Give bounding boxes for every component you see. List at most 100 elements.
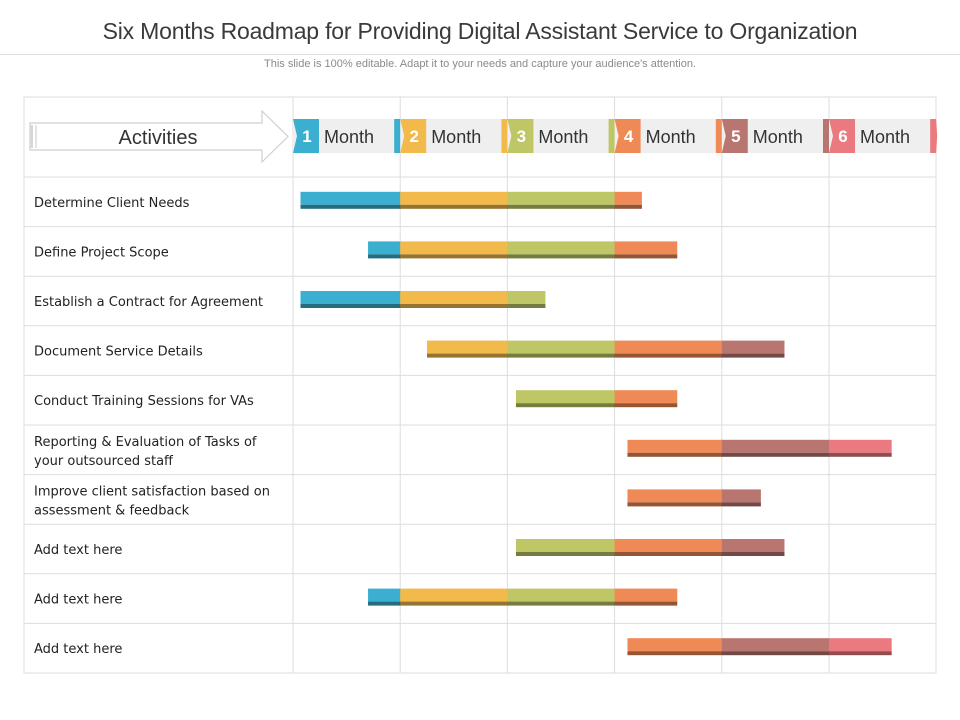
month-number-badge <box>293 119 319 153</box>
task-bar-segment <box>400 241 508 255</box>
month-tab-notch <box>823 119 830 153</box>
task-bar-shadow <box>507 204 616 209</box>
task-label: Add text here <box>34 593 122 608</box>
task-bar-shadow <box>300 304 401 308</box>
task-bar-segment <box>721 489 761 503</box>
task-bar-segment <box>507 241 616 255</box>
month-tab-notch <box>715 119 723 153</box>
task-bar-segment <box>721 539 785 552</box>
month-label: Month <box>538 127 588 147</box>
task-bar-shadow <box>829 651 892 656</box>
task-bar-segment <box>507 291 546 304</box>
task-bar-segment <box>627 439 723 453</box>
task-label: Document Service Details <box>34 345 203 360</box>
task-bar-shadow <box>507 601 616 606</box>
task-bar-shadow <box>515 552 616 556</box>
month-number: 3 <box>517 127 526 146</box>
activities-header: Activities <box>119 127 198 149</box>
task-bar-segment <box>627 638 723 652</box>
month-number-badge <box>721 119 748 153</box>
title-divider <box>0 54 960 55</box>
task-bar-segment <box>721 439 830 453</box>
activities-arrow-shape <box>29 109 289 164</box>
task-bar-shadow <box>614 403 678 408</box>
task-bar-segment <box>829 439 892 453</box>
task-bar-shadow <box>400 304 508 308</box>
task-bar-shadow <box>614 552 723 556</box>
task-bar-segment <box>614 241 678 255</box>
activities-arrow-stripe <box>30 125 33 148</box>
task-bar-segment <box>614 340 723 354</box>
task-bar-shadow <box>721 651 830 656</box>
task-label: Conduct Training Sessions for VAs <box>34 394 254 409</box>
task-label: Add text here <box>34 642 122 657</box>
task-bar-shadow <box>614 353 723 358</box>
task-bar-shadow <box>627 651 723 656</box>
task-bar-shadow <box>721 552 785 556</box>
task-bar-segment <box>400 191 508 205</box>
task-label-line: Reporting & Evaluation of Tasks of <box>34 435 257 450</box>
task-bar-segment <box>721 340 785 354</box>
month-number: 6 <box>838 127 847 146</box>
task-bar-segment <box>427 340 508 354</box>
task-label: Add text here <box>34 543 122 558</box>
activities-arrow-stripe <box>35 125 37 148</box>
task-bar-segment <box>515 390 616 404</box>
task-bar-shadow <box>368 601 401 606</box>
task-bar-segment <box>614 539 723 552</box>
task-bar-shadow <box>515 403 616 408</box>
month-label: Month <box>324 127 374 147</box>
task-label-line: Improve client satisfaction based on <box>34 484 270 499</box>
task-bar-shadow <box>368 254 401 259</box>
task-bar-shadow <box>614 254 678 259</box>
task-bar-shadow <box>627 452 723 457</box>
task-bar-shadow <box>300 204 401 209</box>
month-tab-notch <box>930 119 938 153</box>
month-tab-notch <box>608 119 616 153</box>
month-number-badge <box>614 119 641 153</box>
month-number-badge <box>829 119 855 153</box>
month-label: Month <box>860 127 910 147</box>
task-bar-shadow <box>829 452 892 457</box>
month-label: Month <box>431 127 481 147</box>
task-bar-segment <box>614 588 678 602</box>
task-bar-shadow <box>427 353 508 358</box>
month-tab-notch <box>501 119 509 153</box>
task-bar-shadow <box>400 601 508 606</box>
task-bar-segment <box>614 390 678 404</box>
task-bar-segment <box>400 291 508 304</box>
task-label-line: your outsourced staff <box>34 454 174 469</box>
month-number: 5 <box>731 127 740 146</box>
month-number-badge <box>507 119 534 153</box>
task-bar-shadow <box>400 254 508 259</box>
task-label-line: assessment & feedback <box>34 503 190 518</box>
month-number: 1 <box>302 127 311 146</box>
task-label: Establish a Contract for Agreement <box>34 295 263 310</box>
task-bar-segment <box>721 638 830 652</box>
task-bar-segment <box>368 241 401 255</box>
task-bar-shadow <box>721 452 830 457</box>
month-number: 4 <box>624 127 634 146</box>
task-bar-segment <box>515 539 616 552</box>
task-bar-shadow <box>507 353 616 358</box>
task-bar-segment <box>300 291 401 304</box>
task-bar-shadow <box>614 601 678 606</box>
task-bar-segment <box>400 588 508 602</box>
task-bar-shadow <box>721 502 761 507</box>
task-bar-shadow <box>507 254 616 259</box>
task-bar-shadow <box>721 353 785 358</box>
task-bar-segment <box>829 638 892 652</box>
task-bar-shadow <box>507 304 546 308</box>
task-bar-segment <box>300 191 401 205</box>
task-bar-segment <box>507 340 616 354</box>
task-label: Determine Client Needs <box>34 196 190 211</box>
month-label: Month <box>646 127 696 147</box>
month-tab-notch <box>394 119 402 153</box>
month-label: Month <box>753 127 803 147</box>
slide-title: Six Months Roadmap for Providing Digital… <box>102 18 858 44</box>
slide-subtitle: This slide is 100% editable. Adapt it to… <box>264 58 696 70</box>
task-bar-segment <box>627 489 723 503</box>
task-bar-shadow <box>614 204 642 209</box>
task-bar-shadow <box>627 502 723 507</box>
